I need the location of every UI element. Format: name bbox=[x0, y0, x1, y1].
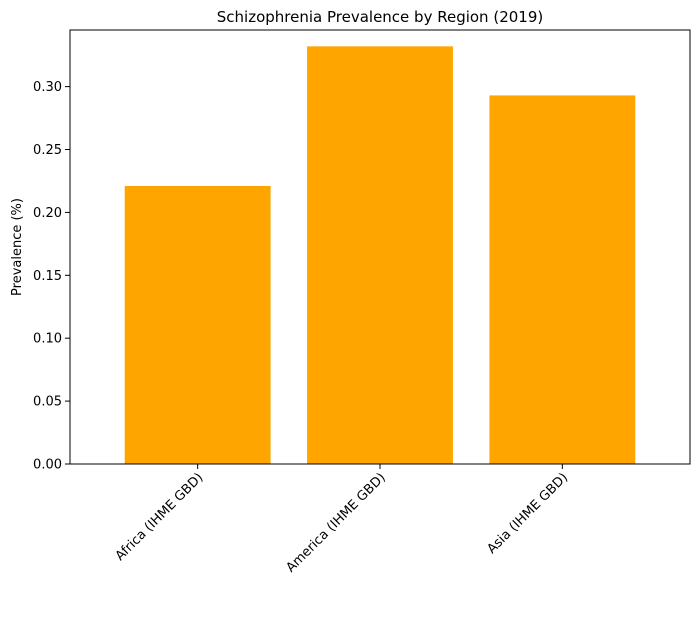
x-tick-label: Africa (IHME GBD) bbox=[113, 470, 207, 564]
y-tick-label: 0.30 bbox=[33, 80, 62, 95]
x-axis: Africa (IHME GBD) America (IHME GBD) Asia … bbox=[113, 464, 571, 576]
x-tick-label: Asia (IHME GBD) bbox=[484, 470, 571, 557]
y-axis-label: Prevalence (%) bbox=[10, 198, 25, 296]
bar bbox=[489, 95, 636, 464]
x-tick-label: America (IHME GBD) bbox=[283, 470, 388, 575]
y-tick-label: 0.20 bbox=[33, 206, 62, 221]
y-tick-label: 0.10 bbox=[33, 332, 62, 347]
bar bbox=[307, 46, 453, 464]
bar bbox=[124, 185, 271, 465]
y-axis: 0.00 0.05 0.10 0.15 0.20 0.25 0.30 bbox=[33, 80, 70, 473]
chart-title: Schizophrenia Prevalence by Region (2019… bbox=[217, 8, 543, 26]
y-tick-label: 0.25 bbox=[33, 143, 62, 158]
y-tick-label: 0.00 bbox=[33, 458, 62, 473]
y-tick-label: 0.05 bbox=[33, 395, 62, 410]
bars-layer bbox=[124, 46, 636, 465]
y-tick-label: 0.15 bbox=[33, 269, 62, 284]
